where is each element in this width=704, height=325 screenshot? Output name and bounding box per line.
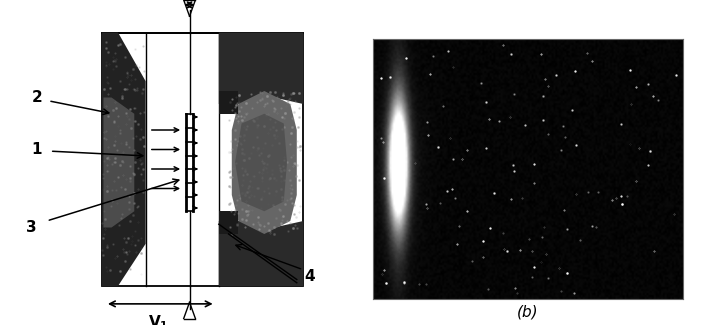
- Polygon shape: [102, 32, 146, 286]
- Polygon shape: [219, 221, 303, 286]
- Text: $\mathbf{4}$: $\mathbf{4}$: [304, 268, 316, 284]
- Text: $\mathbf{2}$: $\mathbf{2}$: [31, 89, 42, 106]
- Polygon shape: [235, 114, 287, 211]
- Polygon shape: [219, 32, 303, 104]
- Polygon shape: [219, 91, 238, 114]
- Text: $\mathbf{V_1}$: $\mathbf{V_1}$: [149, 314, 169, 325]
- X-axis label: (b): (b): [517, 305, 539, 319]
- Text: $\mathbf{3}$: $\mathbf{3}$: [25, 219, 36, 236]
- Text: $\mathbf{1}$: $\mathbf{1}$: [31, 141, 42, 158]
- Polygon shape: [232, 91, 297, 234]
- Bar: [102, 32, 303, 286]
- Polygon shape: [219, 211, 238, 234]
- Polygon shape: [103, 98, 134, 228]
